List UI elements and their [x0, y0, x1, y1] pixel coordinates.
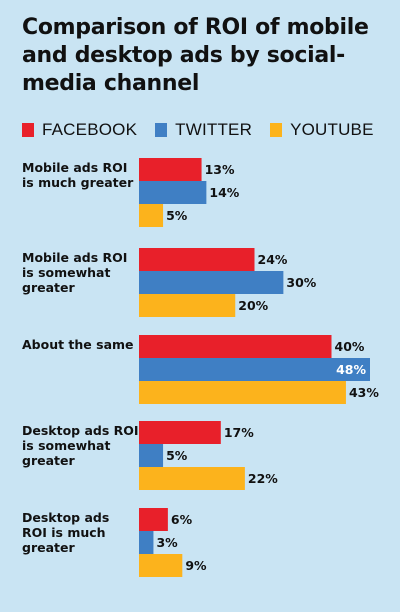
legend-swatch-facebook — [22, 123, 34, 137]
value-label: 5% — [166, 448, 188, 463]
category-label-line: Mobile ads ROI — [22, 250, 127, 265]
bar-twitter — [139, 531, 154, 554]
category-label: Mobile ads ROI is somewhat greater — [22, 250, 127, 295]
bar-twitter — [139, 181, 207, 204]
value-label: 48% — [336, 362, 366, 377]
category-label-line: is somewhat — [22, 265, 110, 280]
category-label-line: ROI is much — [22, 525, 106, 540]
bar-youtube — [139, 294, 236, 317]
bar-twitter — [139, 444, 164, 467]
value-label: 3% — [156, 535, 178, 550]
value-label: 9% — [185, 558, 207, 573]
bar-facebook — [139, 158, 202, 181]
value-label: 6% — [171, 512, 193, 527]
value-label: 43% — [349, 385, 379, 400]
value-label: 13% — [205, 162, 235, 177]
legend-label-youtube: YOUTUBE — [290, 120, 374, 139]
chart-title: Comparison of ROI of mobile and desktop … — [22, 15, 369, 96]
bar-youtube — [139, 554, 183, 577]
category-label-line: Desktop ads ROI — [22, 423, 139, 438]
value-label: 24% — [258, 252, 288, 267]
legend-label-facebook: FACEBOOK — [42, 120, 138, 139]
bar-youtube — [139, 467, 245, 490]
legend-item-facebook: FACEBOOK — [22, 120, 137, 140]
category-label-line: About the same — [22, 337, 134, 352]
bar-chart: Mobile ads ROI is much greater13%14%5%Mob… — [22, 158, 379, 577]
legend: FACEBOOK TWITTER YOUTUBE — [22, 120, 392, 140]
bar-facebook — [139, 335, 332, 358]
legend-swatch-youtube — [270, 123, 283, 137]
bar-facebook — [139, 248, 255, 271]
category-label-line: Desktop ads — [22, 510, 109, 525]
bar-facebook — [139, 421, 221, 444]
category-label-line: is much greater — [22, 175, 134, 190]
legend-item-twitter: TWITTER — [155, 120, 252, 140]
category-label-line: greater — [22, 280, 75, 295]
category-label-line: greater — [22, 540, 75, 555]
value-label: 20% — [238, 298, 268, 313]
category-label: Desktop ads ROI is much greater — [22, 510, 109, 555]
bar-youtube — [139, 381, 346, 404]
value-label: 14% — [209, 185, 239, 200]
category-label-line: Mobile ads ROI — [22, 160, 127, 175]
legend-swatch-twitter — [155, 123, 168, 137]
legend-label-twitter: TWITTER — [175, 120, 253, 139]
category-label-line: greater — [22, 453, 75, 468]
value-label: 22% — [248, 471, 278, 486]
bar-twitter — [139, 271, 284, 294]
value-label: 17% — [224, 425, 254, 440]
category-label-line: is somewhat — [22, 438, 110, 453]
bar-twitter — [139, 358, 370, 381]
bar-youtube — [139, 204, 164, 227]
value-label: 30% — [286, 275, 316, 290]
category-label: About the same — [22, 337, 134, 352]
value-label: 5% — [166, 208, 188, 223]
category-label: Desktop ads ROI is somewhat greater — [22, 423, 139, 468]
category-label: Mobile ads ROI is much greater — [22, 160, 134, 190]
value-label: 40% — [335, 339, 365, 354]
legend-item-youtube: YOUTUBE — [270, 120, 374, 140]
bar-facebook — [139, 508, 168, 531]
